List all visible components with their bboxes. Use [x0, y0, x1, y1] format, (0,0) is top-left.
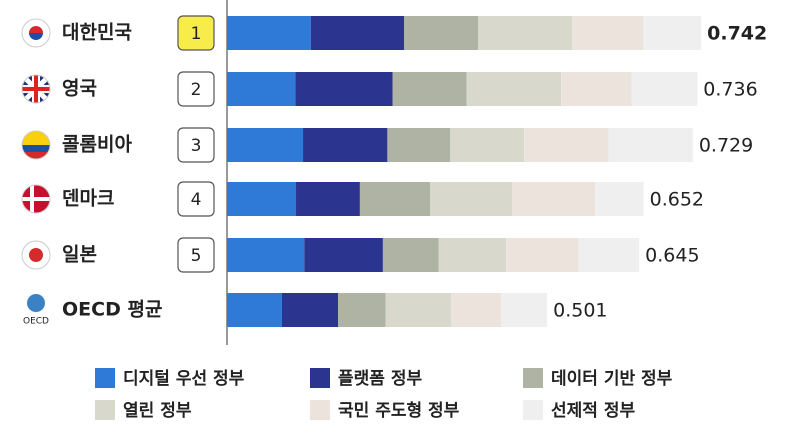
flag-y — [22, 131, 50, 145]
bar-segment — [561, 72, 632, 106]
flag-icon — [21, 18, 51, 48]
bar-segment — [466, 72, 562, 106]
legend-label: 플랫폼 정부 — [338, 369, 422, 389]
flag-body — [22, 185, 50, 213]
flag-cross — [22, 185, 50, 213]
legend-swatch — [523, 368, 543, 388]
bar-segment — [382, 238, 439, 272]
flag-icon — [21, 184, 51, 214]
bar-segment — [385, 293, 452, 327]
flag-body — [22, 131, 50, 159]
total-label: 0.501 — [553, 300, 607, 322]
bar-segment — [438, 238, 507, 272]
rank-label: 2 — [191, 80, 202, 100]
legend-label: 열린 정부 — [123, 401, 192, 421]
bar-segment — [608, 128, 693, 162]
category-label: 영국 — [62, 78, 97, 100]
bar-segment — [281, 293, 339, 327]
category-label: 콜롬비아 — [62, 134, 132, 156]
rank-box — [177, 71, 215, 107]
bar-segment — [227, 72, 296, 106]
category-label: 덴마크 — [62, 188, 114, 210]
bar-segment — [524, 128, 609, 162]
bar-segment — [227, 128, 304, 162]
bar-segment — [304, 238, 383, 272]
rank-box — [177, 127, 215, 163]
bar-segment — [642, 16, 702, 50]
flag-ring — [21, 18, 51, 48]
total-label: 0.652 — [650, 189, 704, 211]
flag-body — [22, 241, 50, 269]
logo-circle — [27, 294, 45, 312]
bar-segment — [451, 293, 502, 327]
category-label: 일본 — [62, 244, 97, 266]
flag-icon — [21, 74, 51, 104]
bar-segment — [227, 16, 311, 50]
legend-label: 디지털 우선 정부 — [123, 369, 245, 389]
bar-segment — [506, 238, 579, 272]
flag-body — [22, 75, 50, 103]
total-label: 0.742 — [707, 23, 767, 45]
total-label: 0.736 — [703, 79, 757, 101]
bar-segment — [404, 16, 479, 50]
legend-label: 데이터 기반 정부 — [551, 369, 673, 389]
logo-mark: OECD — [23, 317, 49, 327]
rank-label: 1 — [191, 24, 202, 44]
flag-ring — [21, 130, 51, 160]
rank-label: 5 — [191, 246, 202, 266]
flag-body — [22, 19, 50, 47]
legend-label: 선제적 정부 — [551, 401, 635, 421]
legend-swatch — [310, 368, 330, 388]
bar-segment — [227, 293, 282, 327]
flag-b — [22, 145, 50, 152]
bar-segment — [450, 128, 525, 162]
bar-segment — [227, 238, 305, 272]
bar-segment — [338, 293, 386, 327]
flag-icon: OECD — [23, 294, 49, 327]
bar-segment — [227, 182, 297, 216]
legend-swatch — [523, 400, 543, 420]
bar-segment — [295, 72, 393, 106]
flag-cross — [22, 75, 50, 103]
bar-segment — [478, 16, 573, 50]
rank-box — [177, 15, 215, 51]
bar-segment — [572, 16, 643, 50]
rank-label: 4 — [191, 190, 202, 210]
flag-ring — [21, 74, 51, 104]
bar-segment — [595, 182, 644, 216]
legend-swatch — [95, 400, 115, 420]
legend-swatch — [95, 368, 115, 388]
bar-segment — [303, 128, 388, 162]
category-label: 대한민국 — [62, 22, 132, 44]
bar-segment — [631, 72, 698, 106]
flag-red — [29, 26, 43, 33]
bar-segment — [511, 182, 596, 216]
flag-sun — [29, 248, 43, 262]
total-label: 0.645 — [645, 245, 699, 267]
rank-box — [177, 181, 215, 217]
bar-segment — [359, 182, 431, 216]
flag-ring — [21, 240, 51, 270]
flag-icon — [21, 240, 51, 270]
bar-segment — [392, 72, 467, 106]
legend-label: 국민 주도형 정부 — [338, 400, 460, 421]
category-label: OECD 평균 — [62, 299, 162, 321]
legend-swatch — [310, 400, 330, 420]
total-label: 0.729 — [699, 135, 753, 157]
bar-segment — [501, 293, 548, 327]
bar-segment — [578, 238, 640, 272]
bar-segment — [387, 128, 451, 162]
flag-ring — [21, 184, 51, 214]
rank-label: 3 — [191, 136, 202, 156]
flag-blue — [29, 33, 43, 40]
bar-segment — [430, 182, 512, 216]
flag-r — [22, 152, 50, 159]
flag-icon — [21, 130, 51, 160]
rank-box — [177, 237, 215, 273]
bar-segment — [296, 182, 360, 216]
bar-segment — [310, 16, 405, 50]
